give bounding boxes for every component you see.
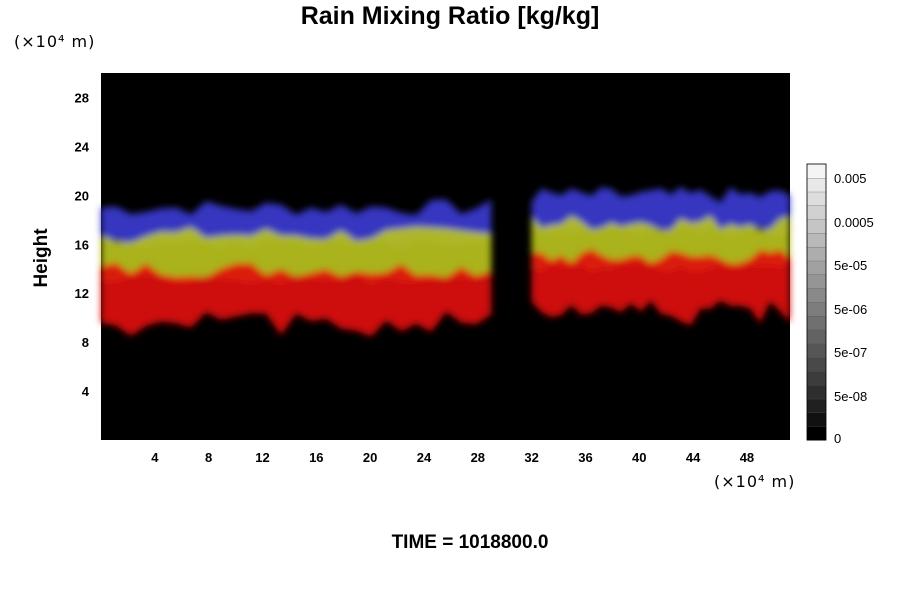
colorbar-swatch <box>806 315 827 331</box>
colorbar-swatch <box>806 163 827 179</box>
x-tick-label: 36 <box>578 450 592 465</box>
colorbar-swatch <box>806 343 827 358</box>
y-tick-label: 16 <box>75 237 89 252</box>
colorbar-swatch <box>806 329 827 344</box>
y-tick-label: 28 <box>75 90 89 105</box>
colorbar-tick-label: 5e-06 <box>834 302 867 317</box>
x-tick-label: 12 <box>255 450 269 465</box>
colorbar-swatch <box>806 398 827 413</box>
x-tick-label: 16 <box>309 450 323 465</box>
x-tick-label: 48 <box>740 450 754 465</box>
colorbar-frame <box>806 163 827 441</box>
x-tick-label: 4 <box>151 450 159 465</box>
colorbar-swatch <box>806 274 827 289</box>
cloud-1-layer-3 <box>101 262 492 337</box>
colorbar-tick-label: 0.0005 <box>834 215 874 230</box>
colorbar-swatch <box>806 177 827 193</box>
colorbar-tick-label: 0 <box>834 431 841 446</box>
colorbar-swatch <box>806 370 827 386</box>
y-axis: 4 8 12 16 20 24 28 <box>75 90 90 399</box>
colorbar-swatch <box>806 384 827 400</box>
y-axis-unit: (×10⁴ m) <box>14 32 96 51</box>
colorbar-swatch <box>806 232 827 248</box>
colorbar-swatch <box>806 246 827 262</box>
colorbar-swatch <box>806 219 827 234</box>
x-tick-label: 32 <box>524 450 538 465</box>
cloud-2-layer-1 <box>531 186 790 236</box>
x-tick-label: 40 <box>632 450 646 465</box>
colorbar-swatch <box>806 205 827 220</box>
colorbar-tick-label: 5e-08 <box>834 389 867 404</box>
x-tick-label: 20 <box>363 450 377 465</box>
colorbar-tick-label: 5e-05 <box>834 258 867 273</box>
x-axis: 4 8 12 16 20 24 28 32 36 40 44 48 <box>151 450 754 465</box>
x-tick-label: 28 <box>471 450 485 465</box>
colorbar-swatch <box>806 260 827 275</box>
colorbar-swatch <box>806 191 827 206</box>
x-tick-label: 24 <box>417 450 432 465</box>
x-tick-label: 44 <box>686 450 701 465</box>
y-tick-label: 20 <box>75 188 89 203</box>
y-tick-label: 8 <box>82 335 89 350</box>
chart-title: Rain Mixing Ratio [kg/kg] <box>300 2 600 30</box>
time-label: TIME = 1018800.0 <box>391 532 549 553</box>
colorbar-swatch <box>806 301 827 317</box>
colorbar-swatch <box>806 412 827 427</box>
y-tick-label: 24 <box>75 139 90 154</box>
y-tick-label: 12 <box>75 286 89 301</box>
cloud-layers <box>101 186 790 337</box>
colorbar-tick-label: 5e-07 <box>834 345 867 360</box>
x-axis-unit: (×10⁴ m) <box>714 472 796 491</box>
colorbar-swatch <box>806 288 827 303</box>
x-tick-label: 8 <box>205 450 212 465</box>
y-tick-label: 4 <box>82 384 90 399</box>
colorbar-swatch <box>806 426 827 441</box>
colorbar: 0 5e-08 5e-07 5e-06 5e-05 0.0005 0.005 <box>806 163 874 446</box>
colorbar-tick-label: 0.005 <box>834 171 867 186</box>
cloud-2-layer-3 <box>531 248 790 326</box>
colorbar-swatch <box>806 357 827 372</box>
